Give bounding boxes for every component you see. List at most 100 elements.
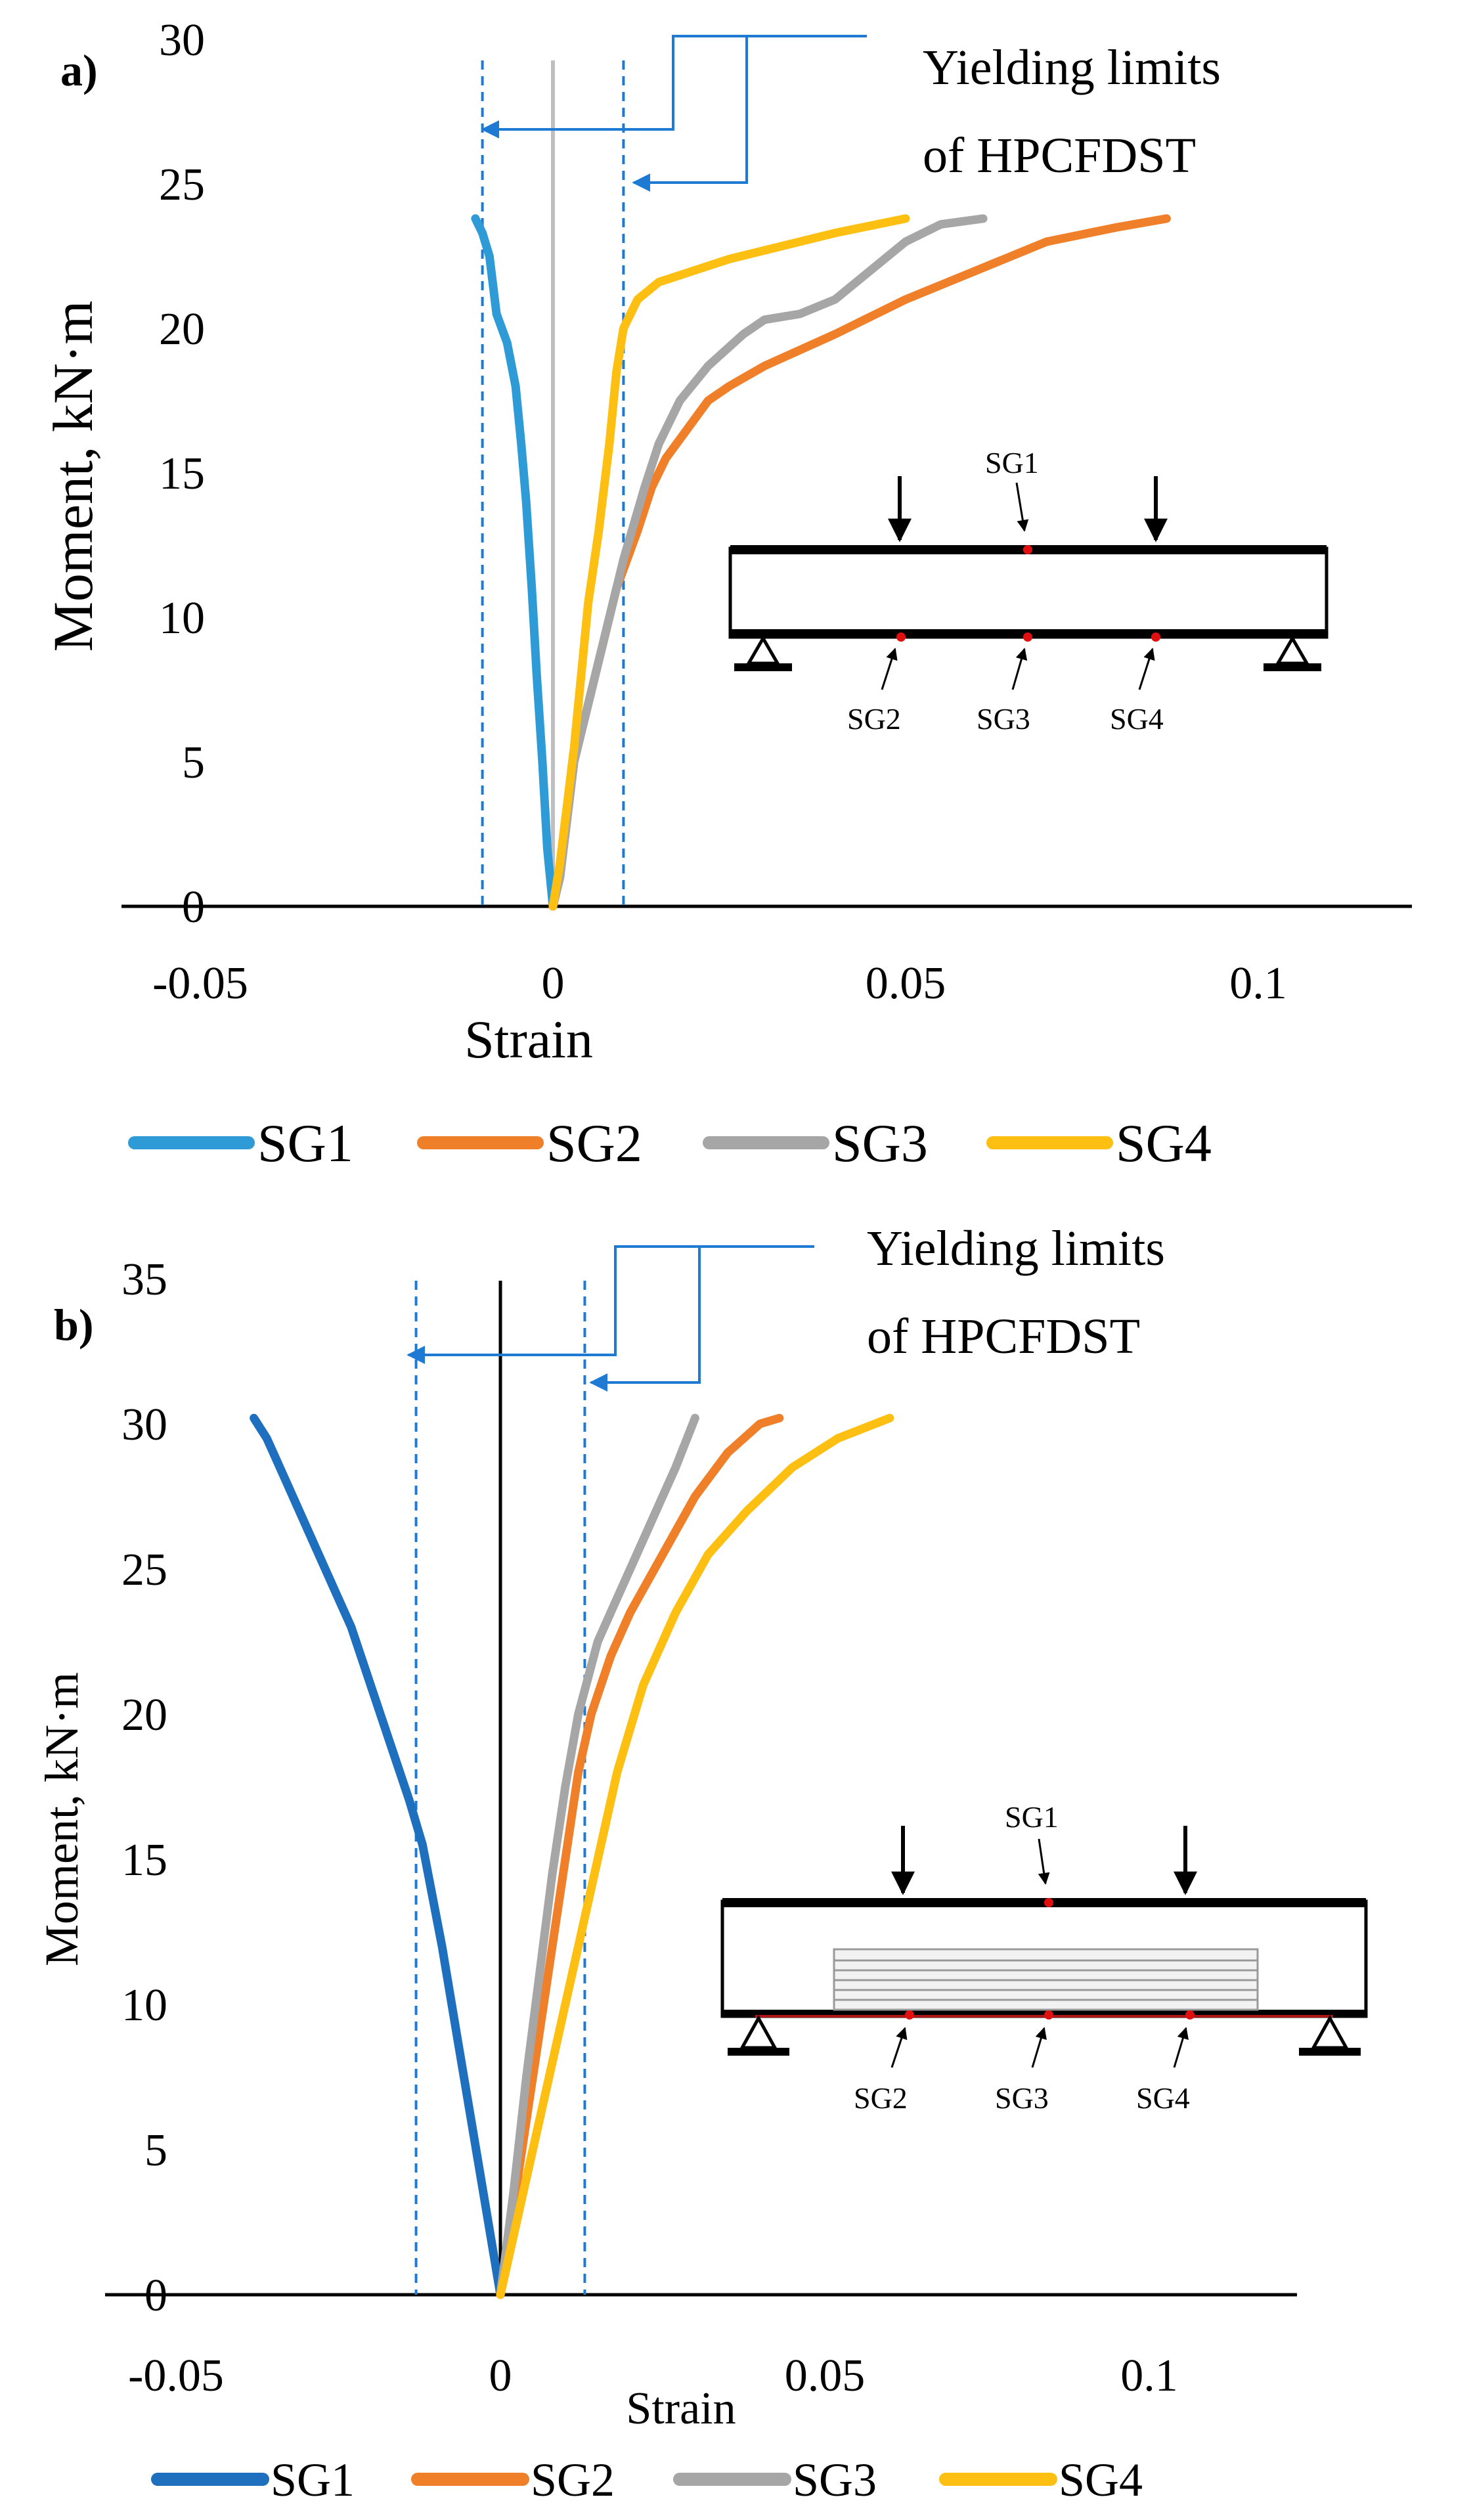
legend-label-sg2: SG2 xyxy=(531,2454,615,2506)
pointer-sg2 xyxy=(881,648,898,690)
y-tick-label: 25 xyxy=(121,1545,167,1595)
legend-item-sg3: SG3 xyxy=(673,2454,877,2506)
x-tick-label: 0.1 xyxy=(1120,2351,1178,2401)
y-tick-label: 0 xyxy=(182,882,205,933)
gauge-sg3 xyxy=(1044,2010,1053,2020)
legend-item-sg2: SG2 xyxy=(411,2454,615,2506)
data-series xyxy=(250,1413,894,2299)
y-tick-label: 10 xyxy=(159,593,205,644)
support-right xyxy=(1299,2014,1361,2056)
x-tick-labels: -0.05 0 0.05 0.1 xyxy=(152,958,1287,1009)
pointer-sg4 xyxy=(1173,2027,1189,2068)
panel-label-b: b) xyxy=(54,1300,93,1350)
legend-item-sg3: SG3 xyxy=(703,1113,928,1173)
annotation-line-2: of HPCFDST xyxy=(867,1309,1140,1364)
x-tick-label: 0.05 xyxy=(785,2351,866,2401)
yield-annotation-a: Yielding limits of HPCFDST xyxy=(481,35,1221,192)
series-line-sg2 xyxy=(496,1413,784,2299)
y-axis-label: Moment, kN·m xyxy=(41,300,104,652)
inset-label-sg1: SG1 xyxy=(1005,1800,1059,1834)
inset-label-sg3: SG3 xyxy=(977,702,1030,736)
legend-label-sg2: SG2 xyxy=(546,1113,642,1173)
legend-label-sg3: SG3 xyxy=(793,2454,877,2506)
legend-label-sg4: SG4 xyxy=(1116,1113,1212,1173)
annotation-line-2: of HPCFDST xyxy=(923,128,1196,183)
inset-label-sg1: SG1 xyxy=(985,446,1039,479)
legend-label-sg1: SG1 xyxy=(257,1113,353,1173)
gauge-sg4 xyxy=(1151,632,1160,642)
y-tick-label: 25 xyxy=(159,160,205,210)
frp-layers xyxy=(833,1948,1259,2011)
legend-a: SG1 SG2 SG3 SG4 xyxy=(128,1113,1212,1173)
pointer-sg2 xyxy=(890,2027,908,2068)
x-tick-label: 0 xyxy=(542,958,565,1009)
x-tick-label: 0.1 xyxy=(1229,958,1287,1009)
inset-label-sg4: SG4 xyxy=(1136,2081,1190,2115)
y-tick-label: 35 xyxy=(121,1254,167,1305)
gauge-sg2 xyxy=(896,632,906,642)
pointer-sg1 xyxy=(1015,482,1029,532)
beam-body xyxy=(728,546,1329,639)
y-tick-label: 10 xyxy=(121,1980,167,2031)
annotation-arrow-right xyxy=(589,1245,814,1392)
y-tick-labels: 0 5 10 15 20 25 30 xyxy=(159,15,205,933)
x-tick-label: 0 xyxy=(489,2351,512,2401)
data-series xyxy=(471,214,1171,911)
annotation-arrow-left xyxy=(407,1245,814,1364)
x-tick-label: 0.05 xyxy=(866,958,946,1009)
inset-label-sg2: SG2 xyxy=(854,2081,908,2115)
legend-item-sg4: SG4 xyxy=(986,1113,1212,1173)
pointer-sg3 xyxy=(1011,648,1028,690)
y-tick-label: 0 xyxy=(144,2270,167,2321)
inset-label-sg2: SG2 xyxy=(847,702,901,736)
chart-panel-a: a) 0 5 10 15 20 25 30 -0.05 0 0.05 0.1 Moment, kN… xyxy=(41,15,1412,1173)
support-left xyxy=(734,635,792,671)
beam-inset-a: SG1 SG2 SG3 SG4 xyxy=(728,446,1329,736)
series-line-sg1 xyxy=(471,214,558,911)
y-tick-label: 15 xyxy=(159,449,205,499)
legend-label-sg1: SG1 xyxy=(271,2454,355,2506)
yield-annotation-b: Yielding limits of HPCFDST xyxy=(407,1221,1165,1392)
support-right xyxy=(1264,635,1321,671)
annotation-arrow-right xyxy=(632,35,867,192)
gauge-sg3 xyxy=(1023,632,1032,642)
legend-item-sg2: SG2 xyxy=(417,1113,642,1173)
annotation-line-1: Yielding limits xyxy=(867,1221,1165,1276)
series-line-sg4 xyxy=(548,214,910,911)
x-axis-label: Strain xyxy=(464,1009,593,1069)
gauge-sg1 xyxy=(1023,545,1032,554)
x-axis-label: Strain xyxy=(626,2383,736,2434)
gauge-sg2 xyxy=(905,2010,914,2020)
inset-label-sg4: SG4 xyxy=(1110,702,1164,736)
y-tick-label: 15 xyxy=(121,1835,167,1886)
legend-item-sg1: SG1 xyxy=(128,1113,353,1173)
y-tick-labels: 0 5 10 15 20 25 30 35 xyxy=(121,1254,167,2321)
y-tick-label: 5 xyxy=(182,738,205,788)
legend-item-sg4: SG4 xyxy=(939,2454,1143,2506)
gauge-sg4 xyxy=(1185,2010,1195,2020)
x-tick-labels: -0.05 0 0.05 0.1 xyxy=(128,2351,1178,2401)
yield-limit-lines xyxy=(414,1281,586,2295)
series-line-sg4 xyxy=(496,1413,894,2299)
legend-b: SG1 SG2 SG3 SG4 xyxy=(151,2454,1143,2506)
legend-label-sg3: SG3 xyxy=(832,1113,928,1173)
y-tick-label: 5 xyxy=(144,2125,167,2176)
pointer-sg3 xyxy=(1031,2027,1047,2068)
y-tick-label: 20 xyxy=(159,304,205,355)
annotation-arrow-left xyxy=(481,35,867,139)
legend-item-sg1: SG1 xyxy=(151,2454,355,2506)
y-tick-label: 30 xyxy=(159,15,205,66)
inset-label-sg3: SG3 xyxy=(995,2081,1049,2115)
y-tick-label: 30 xyxy=(121,1400,167,1450)
pointer-sg1 xyxy=(1038,1838,1050,1885)
support-left xyxy=(728,2014,789,2056)
y-tick-label: 20 xyxy=(121,1690,167,1740)
series-line-sg1 xyxy=(250,1413,505,2299)
legend-label-sg4: SG4 xyxy=(1059,2454,1143,2506)
beam-bottom-flange xyxy=(722,2010,1366,2016)
gauge-sg1 xyxy=(1044,1898,1053,1907)
y-axis-label: Moment, kN·m xyxy=(35,1672,88,1966)
x-tick-label: -0.05 xyxy=(152,958,248,1009)
pointer-sg4 xyxy=(1138,648,1155,690)
